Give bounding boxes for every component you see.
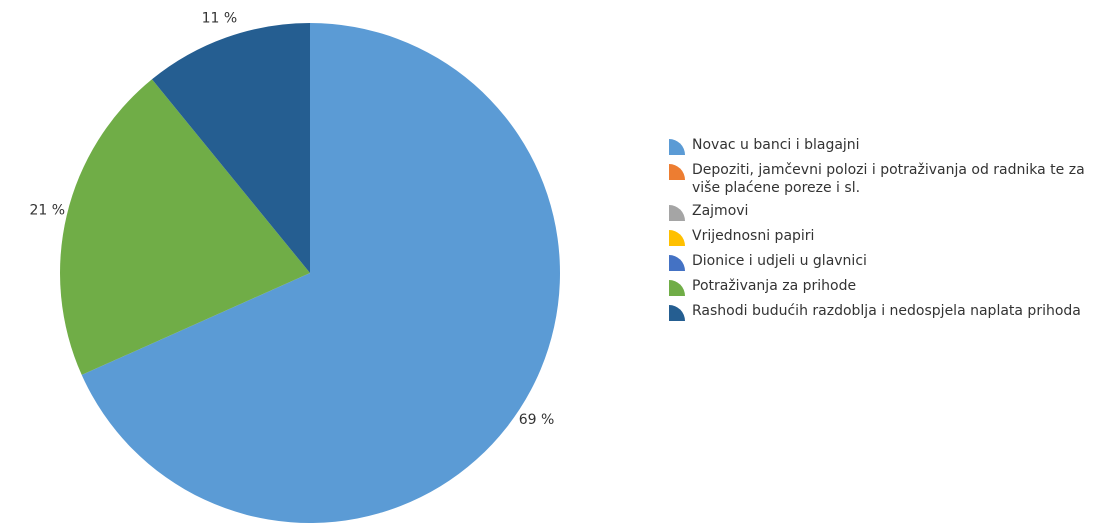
data-label: 69 %	[519, 412, 555, 428]
legend-item: Depoziti, jamčevni polozi i potraživanja…	[668, 161, 1100, 197]
legend-swatch	[669, 305, 685, 321]
legend-swatch	[669, 164, 685, 180]
legend-swatch	[669, 280, 685, 296]
legend-item: Rashodi budućih razdoblja i nedospjela n…	[668, 302, 1100, 322]
legend-icon	[669, 164, 685, 180]
pie-area: 69 % 21 % 11 %	[30, 11, 560, 523]
legend-label: Dionice i udjeli u glavnici	[692, 253, 867, 269]
pie-slice	[60, 79, 310, 375]
legend-item: Novac u banci i blagajni	[668, 136, 1100, 156]
legend-swatch	[669, 139, 685, 155]
legend-label: Novac u banci i blagajni	[692, 137, 860, 153]
legend-item: Dionice i udjeli u glavnici	[668, 252, 1100, 272]
legend-swatch	[669, 230, 685, 246]
legend-icon	[669, 255, 685, 271]
pie-slice	[81, 23, 560, 523]
legend-label: Depoziti, jamčevni polozi i potraživanja…	[692, 162, 1085, 196]
legend-icon	[669, 230, 685, 246]
legend-item: Potraživanja za prihode	[668, 277, 1100, 297]
legend-icon	[669, 280, 685, 296]
legend-item: Zajmovi	[668, 202, 1100, 222]
legend-swatch	[669, 255, 685, 271]
legend-label: Potraživanja za prihode	[692, 278, 857, 294]
legend-label: Rashodi budućih razdoblja i nedospjela n…	[692, 303, 1081, 319]
data-label: 11 %	[202, 11, 238, 27]
pie-slice	[151, 23, 310, 273]
legend-item: Vrijednosni papiri	[668, 227, 1100, 247]
legend-label: Zajmovi	[692, 203, 749, 219]
legend-icon	[669, 139, 685, 155]
data-label: 21 %	[30, 203, 66, 219]
legend: Novac u banci i blagajni Depoziti, jamčev…	[668, 136, 1100, 327]
legend-icon	[669, 205, 685, 221]
legend-icon	[669, 305, 685, 321]
legend-swatch	[669, 205, 685, 221]
legend-label: Vrijednosni papiri	[692, 228, 815, 244]
